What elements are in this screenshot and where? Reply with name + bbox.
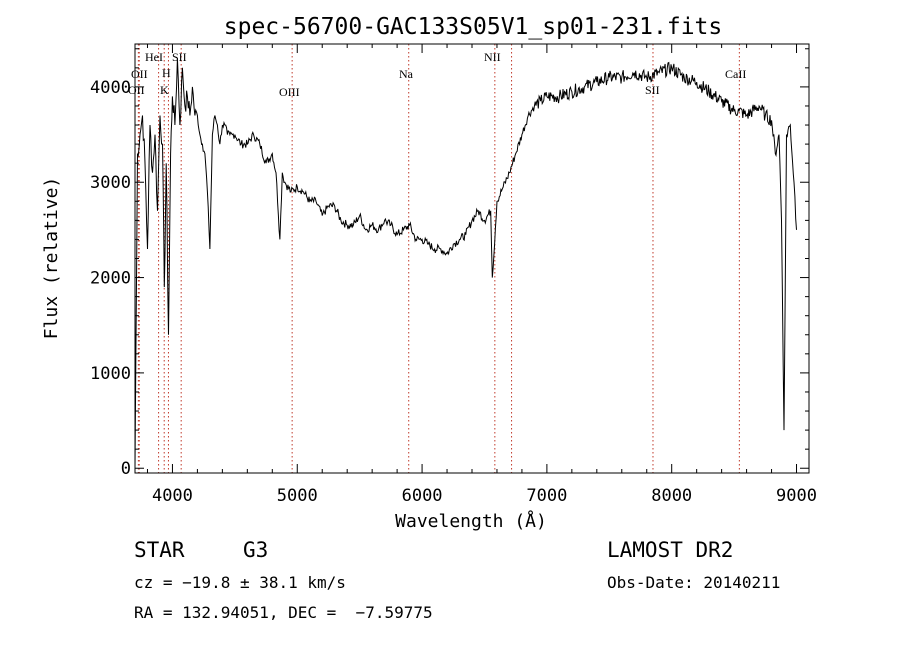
line-label-h: H <box>162 66 171 80</box>
obs-date-text: Obs-Date: 20140211 <box>607 573 781 592</box>
x-tick-label: 5000 <box>277 486 318 506</box>
y-axis: 0 1000 2000 3000 4000 <box>90 48 809 479</box>
line-label-sii: SII <box>172 50 187 64</box>
y-tick-label: 1000 <box>90 364 131 384</box>
x-tick-label: 7000 <box>526 486 567 506</box>
y-axis-label: Flux (relative) <box>41 177 62 340</box>
x-axis-label: Wavelength (Å) <box>395 510 547 532</box>
chart-title: spec-56700-GAC133S05V1_sp01-231.fits <box>224 14 723 40</box>
redshift-text: cz = −19.8 ± 38.1 km/s <box>134 573 346 592</box>
x-axis: 4000 5000 6000 7000 8000 9000 <box>146 44 817 506</box>
line-label-nii: NII <box>484 50 501 64</box>
y-tick-label: 3000 <box>90 173 131 193</box>
line-label-caii: CaII <box>725 67 746 81</box>
object-subclass: G3 <box>243 538 269 562</box>
x-tick-label: 9000 <box>776 486 817 506</box>
line-label-hei: HeI <box>145 50 163 64</box>
plot-frame <box>134 43 810 474</box>
line-label-sii: SII <box>645 83 660 97</box>
line-label-na: Na <box>399 67 414 81</box>
y-tick-label: 0 <box>121 459 131 479</box>
y-tick-label: 2000 <box>90 269 131 289</box>
y-tick-label: 4000 <box>90 78 131 98</box>
line-label-oiii: OIII <box>279 85 300 99</box>
x-tick-label: 4000 <box>152 486 193 506</box>
x-tick-label: 8000 <box>651 486 692 506</box>
coordinates-text: RA = 132.94051, DEC = −7.59775 <box>134 603 433 622</box>
spectrum-line <box>134 58 797 469</box>
survey-name: LAMOST DR2 <box>607 538 734 562</box>
x-tick-label: 6000 <box>402 486 443 506</box>
object-class: STAR <box>134 538 185 562</box>
line-label-k: K <box>160 83 169 97</box>
